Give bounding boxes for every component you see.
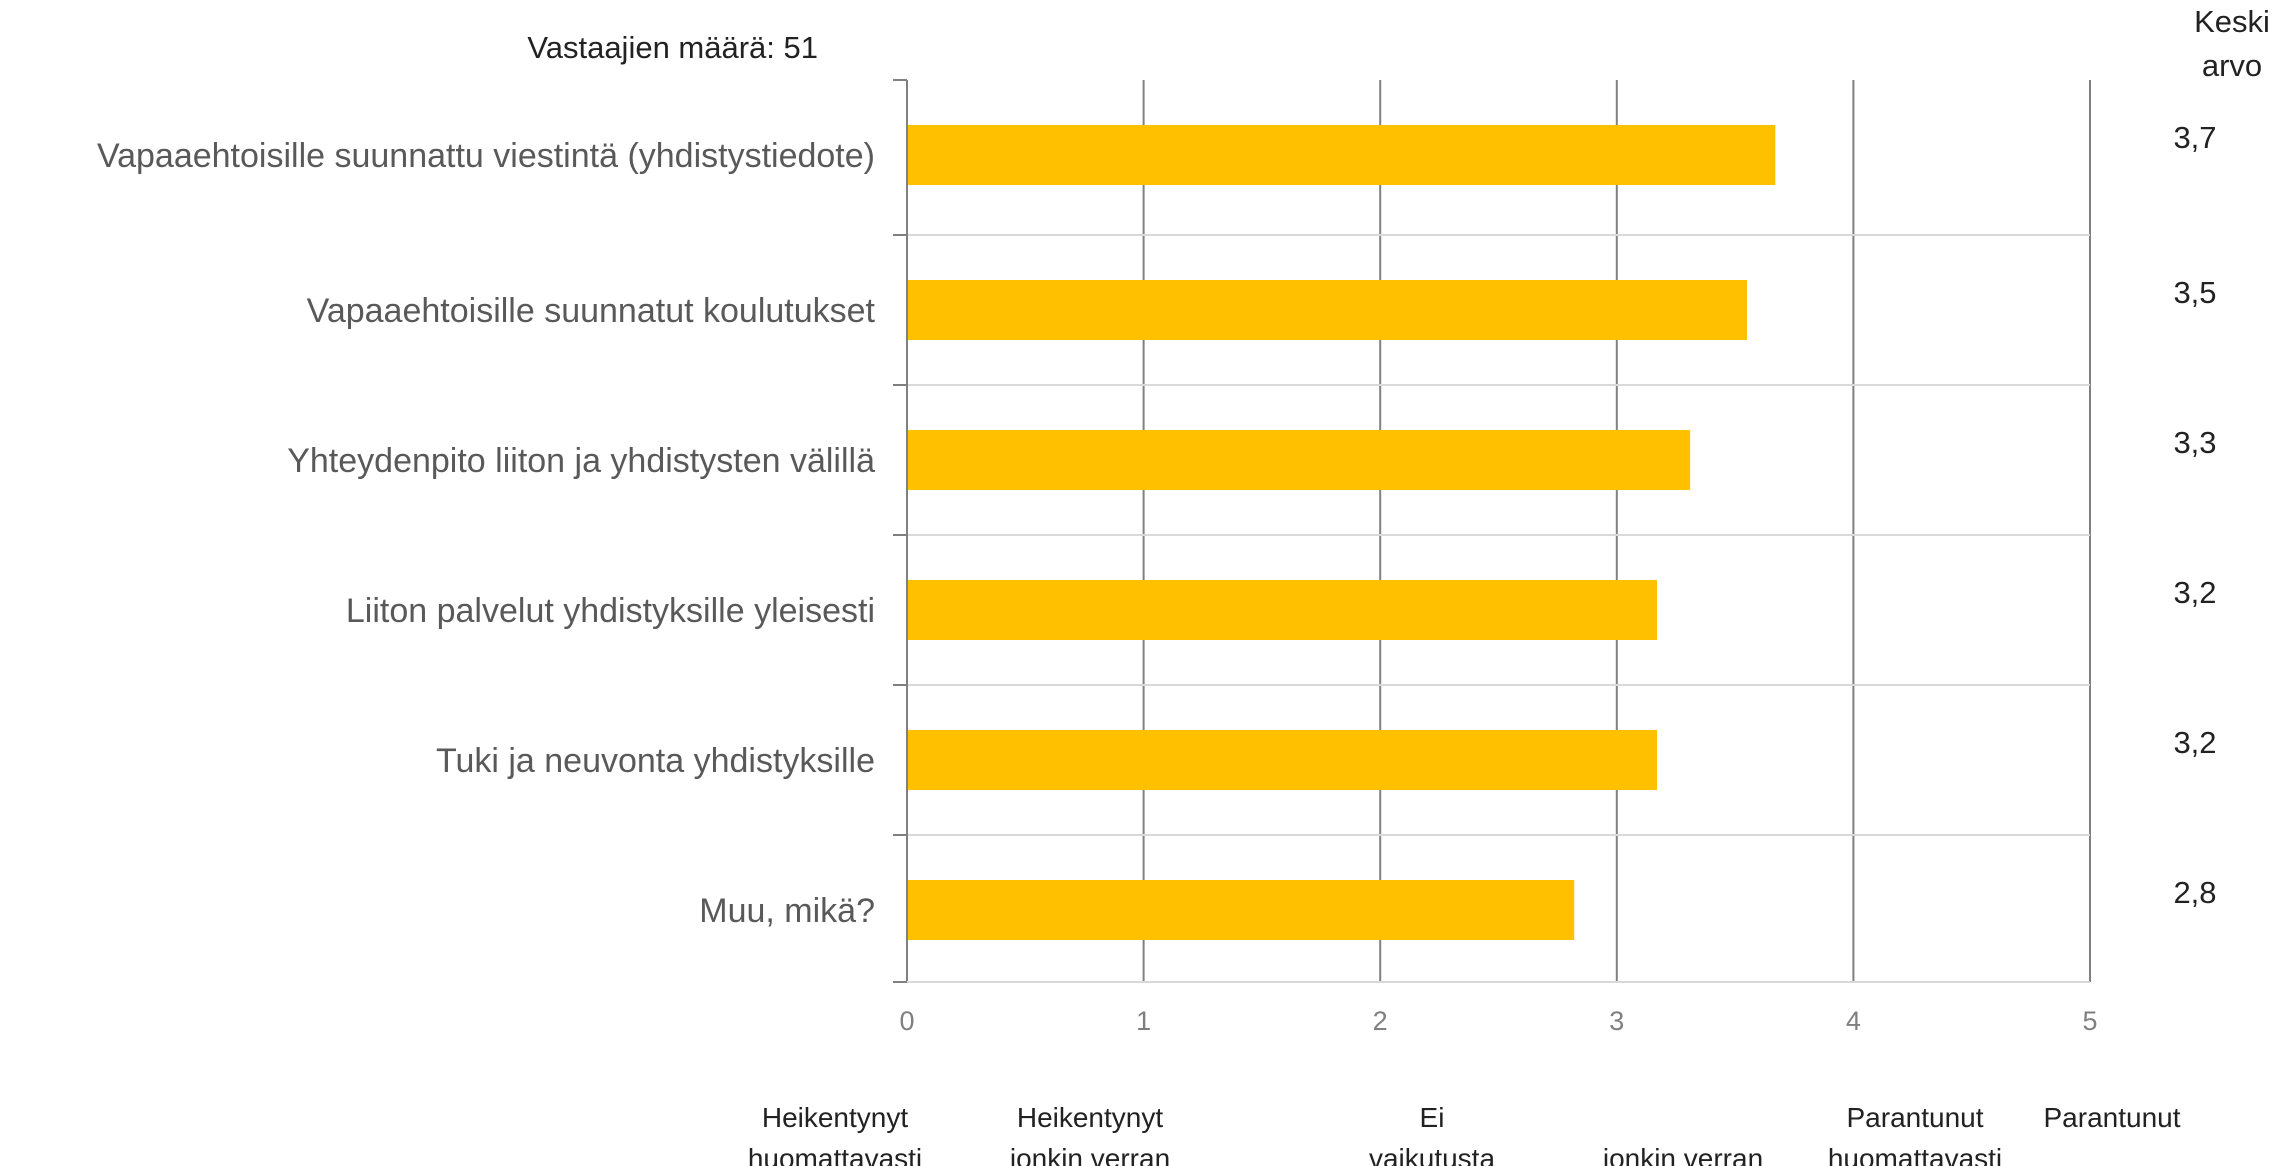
bar-3 xyxy=(907,430,1691,490)
category-label-4: Liiton palvelut yhdistyksille yleisesti xyxy=(346,592,875,630)
x-tick-label-3: 3 xyxy=(1609,1006,1624,1036)
category-separators xyxy=(907,234,2090,836)
gridlines xyxy=(1142,80,2091,982)
scale-label-5-line-1: Parantunut xyxy=(2044,1102,2181,1133)
mean-header-line-1: Keski xyxy=(2194,4,2270,39)
scale-label-2-line-1: Ei xyxy=(1420,1102,1445,1133)
x-tick-label-2: 2 xyxy=(1373,1006,1388,1036)
labels: Vastaajien määrä: 51 Keski arvo Vapaaehtois… xyxy=(97,4,2270,1166)
scale-label-0-line-1: Heikentynyt xyxy=(762,1102,909,1133)
bar-4 xyxy=(907,580,1658,640)
category-label-2: Vapaaehtoisille suunnatut koulutukset xyxy=(307,292,876,330)
category-label-1: Vapaaehtoisille suunnattu viestintä (yhd… xyxy=(97,137,875,175)
scale-label-1-line-2: jonkin verran xyxy=(1009,1143,1170,1166)
bars xyxy=(907,125,1776,940)
mean-value-3: 3,3 xyxy=(2173,425,2216,460)
x-tick-label-0: 0 xyxy=(899,1006,914,1036)
x-tick-label-5: 5 xyxy=(2082,1006,2097,1036)
category-label-6: Muu, mikä? xyxy=(699,892,875,930)
category-label-5: Tuki ja neuvonta yhdistyksille xyxy=(436,742,875,780)
mean-value-2: 3,5 xyxy=(2173,275,2216,310)
bar-5 xyxy=(907,730,1658,790)
axes xyxy=(893,79,2090,983)
bar-1 xyxy=(907,125,1776,185)
mean-value-1: 3,7 xyxy=(2173,120,2216,155)
mean-value-4: 3,2 xyxy=(2173,575,2216,610)
x-tick-label-4: 4 xyxy=(1846,1006,1861,1036)
respondent-count: Vastaajien määrä: 51 xyxy=(527,30,818,65)
mean-header-line-2: arvo xyxy=(2202,48,2262,83)
bar-2 xyxy=(907,280,1747,340)
bar-6 xyxy=(907,880,1575,940)
scale-label-0-line-2: huomattavasti xyxy=(748,1143,922,1166)
x-tick-label-1: 1 xyxy=(1136,1006,1151,1036)
scale-label-2-line-2: vaikutusta xyxy=(1369,1143,1495,1166)
scale-label-1-line-1: Heikentynyt xyxy=(1017,1102,1164,1133)
mean-value-6: 2,8 xyxy=(2173,875,2216,910)
scale-label-4-line-2: huomattavasti xyxy=(1828,1143,2002,1166)
scale-label-4-line-1: Parantunut xyxy=(1847,1102,1984,1133)
mean-value-5: 3,2 xyxy=(2173,725,2216,760)
scale-label-3-line-2: jonkin verran xyxy=(1602,1143,1763,1166)
category-label-3: Yhteydenpito liiton ja yhdistysten välil… xyxy=(287,442,875,480)
